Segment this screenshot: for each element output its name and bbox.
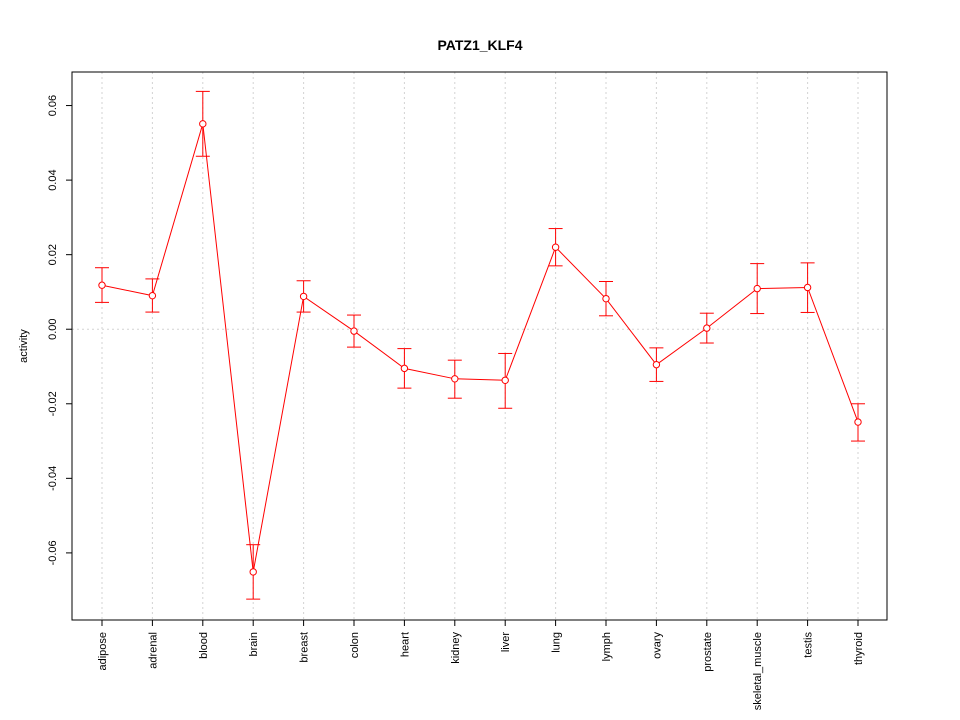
x-tick-label-liver: liver: [500, 632, 512, 653]
data-point-blood: [199, 120, 207, 128]
series-group: [95, 90, 865, 600]
x-tick-label-adipose: adipose: [97, 632, 109, 671]
x-tick-label-lung: lung: [551, 632, 563, 653]
y-tick-label: -0.06: [47, 540, 59, 565]
grid: [72, 72, 887, 620]
series-line: [101, 123, 859, 573]
x-tick-label-heart: heart: [399, 632, 411, 657]
y-tick-label: 0.00: [47, 319, 59, 340]
data-point-colon: [350, 327, 358, 335]
y-axis: -0.06 -0.04 -0.02 0.00 0.02 0.04 0.06: [47, 95, 72, 565]
data-point-lung: [551, 243, 560, 251]
data-point-skeletal_muscle: [753, 284, 761, 293]
x-tick-label-ovary: ovary: [651, 632, 663, 659]
data-point-ovary: [652, 360, 661, 369]
x-tick-label-breast: breast: [299, 632, 311, 663]
x-tick-label-lymph: lymph: [601, 632, 613, 661]
x-tick-label-colon: colon: [349, 632, 361, 658]
x-tick-label-brain: brain: [248, 632, 260, 656]
x-tick-label-testis: testis: [803, 632, 815, 658]
x-tick-label-thyroid: thyroid: [853, 632, 865, 665]
y-tick-label: -0.04: [47, 466, 59, 491]
x-tick-label-prostate: prostate: [702, 632, 714, 672]
data-point-adrenal: [148, 291, 157, 300]
data-point-heart: [400, 364, 409, 373]
data-point-liver: [501, 376, 509, 384]
data-point-breast: [299, 292, 308, 301]
data-point-brain: [249, 568, 257, 576]
data-point-testis: [803, 283, 812, 292]
y-tick-label: 0.02: [47, 244, 59, 265]
x-tick-label-skeletal_muscle: skeletal_muscle: [752, 632, 764, 710]
y-tick-label: -0.02: [47, 391, 59, 416]
data-point-lymph: [602, 294, 610, 303]
x-tick-label-adrenal: adrenal: [147, 632, 159, 669]
data-point-kidney: [451, 375, 459, 383]
data-point-adipose: [98, 281, 106, 289]
y-axis-label: activity: [18, 329, 30, 363]
data-point-thyroid: [854, 418, 862, 426]
plot-frame: [71, 71, 888, 621]
x-tick-label-kidney: kidney: [450, 632, 462, 664]
y-tick-label: 0.04: [47, 169, 59, 190]
x-axis: adipose adrenal blood brain breast colon heart…: [97, 620, 865, 710]
data-point-prostate: [703, 324, 711, 332]
x-tick-label-blood: blood: [198, 632, 210, 659]
chart-title: PATZ1_KLF4: [437, 37, 522, 53]
y-tick-label: 0.06: [47, 95, 59, 116]
